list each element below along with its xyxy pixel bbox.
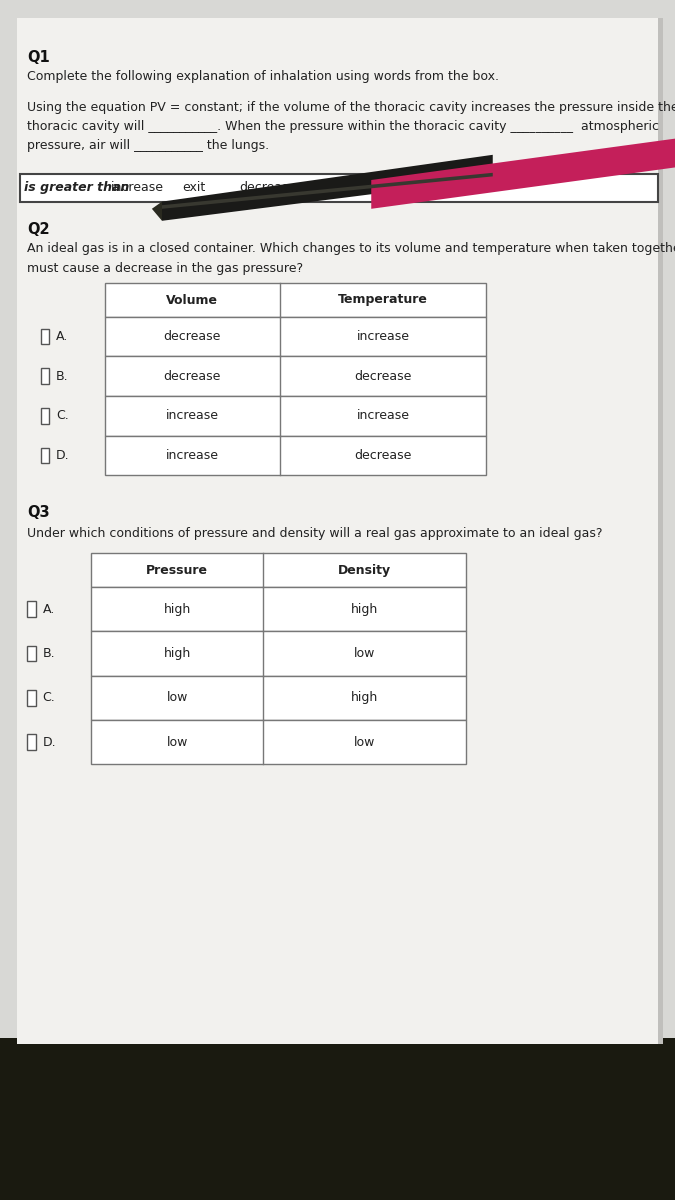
Text: D.: D.: [43, 736, 56, 749]
Text: high: high: [163, 647, 191, 660]
Text: exit: exit: [182, 181, 205, 194]
Polygon shape: [371, 137, 675, 209]
Bar: [20, 174, 658, 202]
Text: must cause a decrease in the gas pressure?: must cause a decrease in the gas pressur…: [27, 262, 303, 275]
Text: C.: C.: [56, 409, 69, 422]
Text: high: high: [351, 602, 378, 616]
Text: Pressure: Pressure: [146, 564, 208, 576]
Text: increase: increase: [166, 409, 219, 422]
Text: enter: enter: [459, 181, 492, 194]
Text: Density: Density: [338, 564, 391, 576]
Bar: [105, 436, 486, 475]
Bar: [17, 18, 658, 1044]
Text: Volume: Volume: [166, 294, 219, 306]
Bar: [105, 356, 486, 396]
Text: Q1: Q1: [27, 50, 50, 65]
Bar: [27, 601, 36, 617]
Text: pressure, air will ___________ the lungs.: pressure, air will ___________ the lungs…: [27, 139, 269, 152]
Text: decrease: decrease: [354, 449, 412, 462]
Text: Q2: Q2: [27, 222, 50, 238]
Text: An ideal gas is in a closed container. Which changes to its volume and temperatu: An ideal gas is in a closed container. W…: [27, 242, 675, 256]
Text: C.: C.: [43, 691, 55, 704]
Text: decrease: decrease: [354, 370, 412, 383]
Text: low: low: [167, 691, 188, 704]
Bar: [105, 396, 486, 436]
Text: B.: B.: [43, 647, 55, 660]
Text: Temperature: Temperature: [338, 294, 428, 306]
Bar: [27, 734, 36, 750]
Bar: [656, 18, 663, 1044]
Bar: [105, 317, 486, 356]
Text: Q3: Q3: [27, 505, 50, 521]
Text: Using the equation PV = constant; if the volume of the thoracic cavity increases: Using the equation PV = constant; if the…: [27, 101, 675, 114]
Text: increase: increase: [166, 449, 219, 462]
Polygon shape: [152, 202, 162, 221]
Text: decrease: decrease: [240, 181, 297, 194]
Bar: [91, 587, 466, 631]
Text: thoracic cavity will ___________. When the pressure within the thoracic cavity _: thoracic cavity will ___________. When t…: [27, 120, 659, 133]
Text: A.: A.: [43, 602, 55, 616]
Bar: [91, 720, 466, 764]
Text: is smaller than: is smaller than: [307, 181, 400, 194]
Text: B.: B.: [56, 370, 69, 383]
Bar: [27, 646, 36, 661]
Bar: [105, 283, 486, 317]
Text: high: high: [351, 691, 378, 704]
Bar: [40, 329, 49, 344]
Bar: [91, 553, 466, 587]
Text: Complete the following explanation of inhalation using words from the box.: Complete the following explanation of in…: [27, 70, 499, 83]
Text: increase: increase: [111, 181, 165, 194]
Polygon shape: [162, 155, 493, 221]
Bar: [91, 631, 466, 676]
Text: Under which conditions of pressure and density will a real gas approximate to an: Under which conditions of pressure and d…: [27, 527, 603, 540]
Text: decrease: decrease: [163, 330, 221, 343]
Text: D.: D.: [56, 449, 70, 462]
Bar: [40, 368, 49, 384]
Text: A.: A.: [56, 330, 68, 343]
Bar: [91, 676, 466, 720]
Bar: [0, 1032, 675, 1200]
Bar: [40, 408, 49, 424]
Text: increase: increase: [356, 330, 410, 343]
Text: low: low: [354, 647, 375, 660]
Bar: [40, 448, 49, 463]
Text: low: low: [167, 736, 188, 749]
Text: is greater than: is greater than: [24, 181, 129, 194]
Bar: [0, 1038, 675, 1200]
Bar: [27, 690, 36, 706]
Text: high: high: [163, 602, 191, 616]
Text: increase: increase: [356, 409, 410, 422]
Text: low: low: [354, 736, 375, 749]
Polygon shape: [162, 173, 493, 209]
Text: decrease: decrease: [163, 370, 221, 383]
